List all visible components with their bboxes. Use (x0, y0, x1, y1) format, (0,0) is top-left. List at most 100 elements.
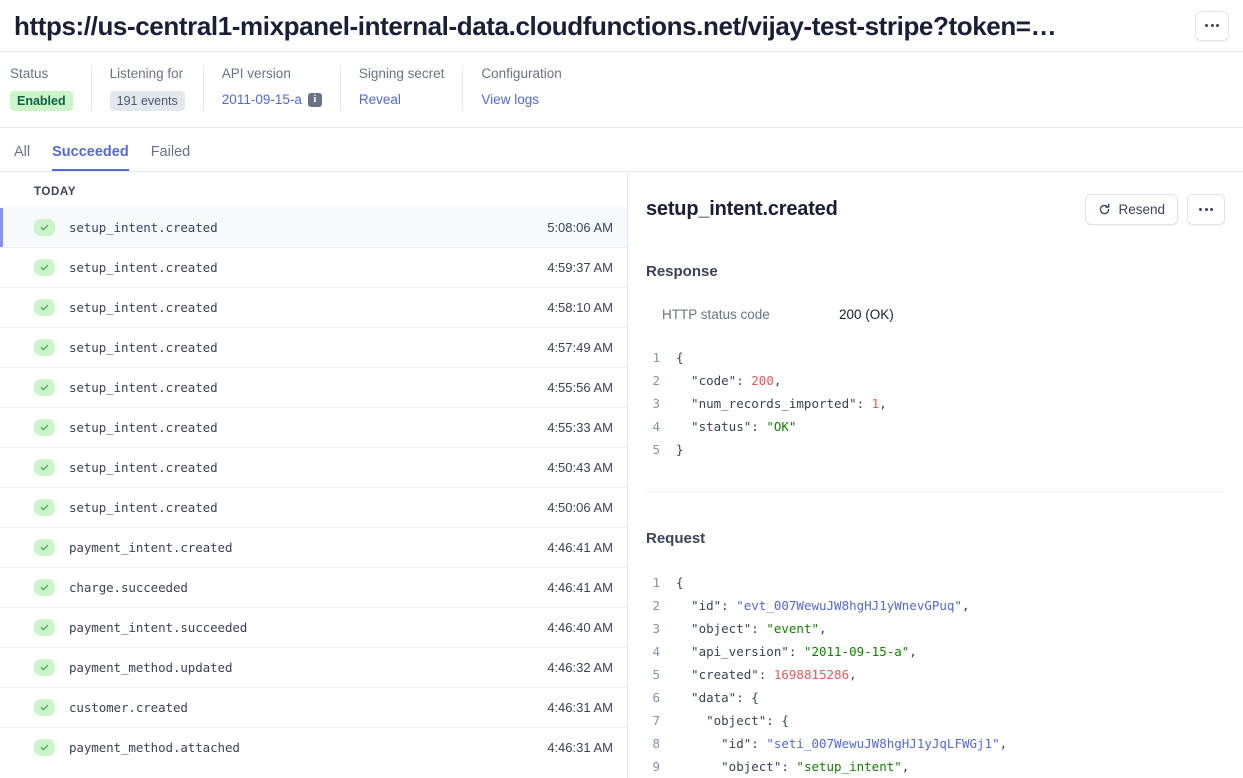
code-line-text: "num_records_imported": 1, (676, 396, 887, 411)
http-status-key: HTTP status code (662, 307, 770, 322)
event-list-item[interactable]: setup_intent.created 4:55:56 AM (0, 367, 627, 407)
code-line-text: "code": 200, (676, 373, 782, 388)
check-icon (40, 224, 49, 231)
check-icon (40, 584, 49, 591)
event-list-item-time: 4:59:37 AM (547, 260, 613, 275)
status-success-icon (34, 419, 55, 436)
event-list-item[interactable]: setup_intent.created 4:58:10 AM (0, 287, 627, 327)
response-section-title: Response (646, 263, 718, 280)
meta-signing-secret-label: Signing secret (358, 66, 445, 81)
endpoint-overflow-menu-button[interactable] (1195, 10, 1229, 41)
meta-status-value: Enabled (10, 91, 73, 111)
event-list-item[interactable]: payment_intent.succeeded 4:46:40 AM (0, 607, 627, 647)
status-success-icon (34, 219, 55, 236)
event-list-item[interactable]: setup_intent.created 4:59:37 AM (0, 247, 627, 287)
meta-listening-for-value: 191 events (109, 91, 185, 111)
event-list-item[interactable]: setup_intent.created 4:50:06 AM (0, 487, 627, 527)
status-success-icon (34, 499, 55, 516)
code-line: 9 "object": "setup_intent", (646, 755, 1225, 778)
code-line-text: "object": "event", (676, 621, 827, 636)
event-list-pane: TODAY setup_intent.created 5:08:06 AM setu… (0, 172, 628, 778)
event-list-item[interactable]: payment_method.updated 4:46:32 AM (0, 647, 627, 687)
event-list-item-time: 4:55:56 AM (547, 380, 613, 395)
code-line-text: "id": "seti_007WewuJW8hgHJ1yJqLFWGj1", (676, 736, 1008, 751)
view-logs-link[interactable]: View logs (481, 92, 539, 107)
info-icon[interactable]: i (307, 93, 322, 107)
event-list-item-time: 5:08:06 AM (547, 220, 613, 235)
code-line: 2 "id": "evt_007WewuJW8hgHJ1yWnevGPuq", (646, 594, 1225, 617)
event-filter-tabs: All Succeeded Failed (0, 128, 1243, 172)
event-overflow-menu-button[interactable] (1187, 194, 1225, 225)
code-line-number: 3 (652, 396, 660, 411)
code-line-text: "data": { (676, 690, 759, 705)
code-line-number: 6 (652, 690, 660, 705)
status-success-icon (34, 459, 55, 476)
code-line-text: "status": "OK" (676, 419, 797, 434)
code-line: 1{ (646, 571, 1225, 594)
status-success-icon (34, 339, 55, 356)
api-version-link[interactable]: 2011-09-15-a (221, 92, 302, 107)
event-list-item[interactable]: setup_intent.created 4:57:49 AM (0, 327, 627, 367)
code-line-number: 4 (652, 419, 660, 434)
code-line-number: 4 (652, 644, 660, 659)
code-line-number: 3 (652, 621, 660, 636)
code-line: 4 "status": "OK" (646, 415, 1225, 438)
event-detail-header: setup_intent.created Resend (646, 172, 1225, 225)
meta-listening-for: Listening for 191 events (92, 66, 204, 111)
code-line-number: 2 (652, 373, 660, 388)
endpoint-header: https://us-central1-mixpanel-internal-da… (0, 0, 1243, 52)
event-list-item-time: 4:50:43 AM (547, 460, 613, 475)
meta-signing-secret: Signing secret Reveal (341, 66, 464, 111)
event-list: setup_intent.created 5:08:06 AM setup_inte… (0, 207, 627, 767)
resend-button[interactable]: Resend (1085, 194, 1178, 225)
check-icon (40, 704, 49, 711)
event-list-item[interactable]: setup_intent.created 4:50:43 AM (0, 447, 627, 487)
request-code-block: 1{2 "id": "evt_007WewuJW8hgHJ1yWnevGPuq"… (646, 571, 1225, 778)
tab-all[interactable]: All (14, 144, 31, 160)
request-section-title: Request (646, 530, 706, 547)
refresh-icon (1100, 203, 1110, 215)
code-line-text: { (676, 575, 684, 590)
status-success-icon (34, 579, 55, 596)
event-detail-title: setup_intent.created (646, 198, 838, 220)
event-list-item-name: setup_intent.created (69, 340, 218, 355)
event-list-item[interactable]: setup_intent.created 4:55:33 AM (0, 407, 627, 447)
code-line: 4 "api_version": "2011-09-15-a", (646, 640, 1225, 663)
code-line-number: 2 (652, 598, 660, 613)
event-list-item[interactable]: payment_method.attached 4:46:31 AM (0, 727, 627, 767)
code-line: 2 "code": 200, (646, 369, 1225, 392)
check-icon (40, 424, 49, 431)
check-icon (40, 664, 49, 671)
event-list-item[interactable]: payment_intent.created 4:46:41 AM (0, 527, 627, 567)
event-list-item-time: 4:46:32 AM (547, 660, 613, 675)
event-detail-pane: setup_intent.created Resend Response HTT… (628, 172, 1243, 778)
code-line-text: "created": 1698815286, (676, 667, 857, 682)
status-success-icon (34, 379, 55, 396)
check-icon (40, 504, 49, 511)
event-list-item-time: 4:46:41 AM (547, 580, 613, 595)
event-list-item-time: 4:46:41 AM (547, 540, 613, 555)
event-list-item-time: 4:58:10 AM (547, 300, 613, 315)
meta-configuration-value: View logs (481, 91, 561, 109)
check-icon (40, 544, 49, 551)
event-list-item[interactable]: customer.created 4:46:31 AM (0, 687, 627, 727)
check-icon (40, 744, 49, 751)
tab-failed[interactable]: Failed (150, 144, 191, 160)
status-success-icon (34, 739, 55, 756)
check-icon (40, 344, 49, 351)
resend-button-label: Resend (1118, 202, 1165, 217)
endpoint-meta-strip: Status Enabled Listening for 191 events … (0, 52, 1243, 128)
event-list-item[interactable]: charge.succeeded 4:46:41 AM (0, 567, 627, 607)
code-line-text: "api_version": "2011-09-15-a", (676, 644, 917, 659)
http-status-row: HTTP status code 200 (OK) (646, 307, 1225, 322)
event-list-item-name: payment_method.attached (69, 740, 240, 755)
event-list-item[interactable]: setup_intent.created 5:08:06 AM (0, 207, 627, 247)
tab-succeeded[interactable]: Succeeded (52, 143, 129, 171)
event-list-item-name: setup_intent.created (69, 220, 218, 235)
code-line-number: 5 (652, 442, 660, 457)
reveal-secret-link[interactable]: Reveal (358, 92, 401, 107)
check-icon (40, 384, 49, 391)
events-count-badge[interactable]: 191 events (109, 91, 185, 111)
code-line: 5 "created": 1698815286, (646, 663, 1225, 686)
ellipsis-icon (1199, 208, 1213, 211)
